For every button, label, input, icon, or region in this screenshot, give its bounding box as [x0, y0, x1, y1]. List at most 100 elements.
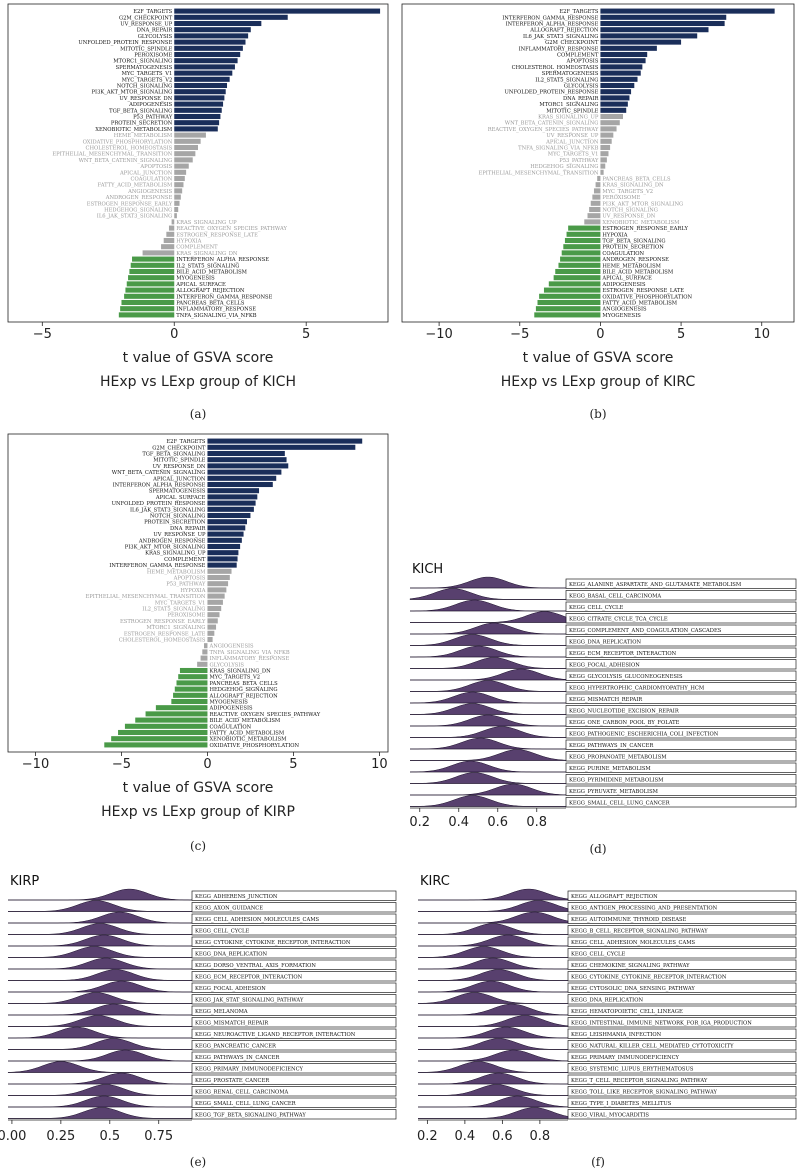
ridge-label-box: [191, 1017, 397, 1028]
bar-label: OXIDATIVE_PHOSPHORYLATION: [602, 294, 692, 300]
ridge-label: KEGG_PANCREATIC_CANCER: [195, 1043, 277, 1049]
ridge-label: KEGG_MELANOMA: [195, 1009, 248, 1015]
ridge-label: KEGG_PROPANOATE_METABOLISM: [569, 754, 667, 760]
bar: [597, 175, 601, 182]
bar-label: MYOGENESIS: [176, 276, 215, 282]
ridge-label: KEGG_CITRATE_CYCLE_TCA_CYCLE: [569, 616, 668, 622]
plot-frame: [7, 3, 389, 323]
bar-label: MYC_TARGETS_V2: [122, 77, 173, 83]
ridge-label: KEGG_PRIMARY_IMMUNODEFICIENCY: [195, 1066, 304, 1072]
bar: [111, 736, 208, 742]
bar-label: COAGULATION: [131, 177, 173, 183]
bar-label: INTERFERON_ALPHA_RESPONSE: [113, 483, 206, 489]
bar-label: INTERFERON_ALPHA_RESPONSE: [176, 257, 269, 263]
bar-label: MYC_TARGETS_V1: [548, 152, 599, 158]
bar-label: BILE_ACID_METABOLISM: [209, 718, 280, 724]
ridge-density: [418, 934, 569, 947]
bar-label: FATTY_ACID_METABOLISM: [602, 301, 677, 307]
ridge-density: [417, 992, 568, 1004]
bar: [171, 698, 208, 705]
bar: [128, 275, 175, 281]
bar: [200, 655, 208, 661]
bar: [178, 674, 208, 680]
bar: [535, 306, 601, 312]
panel-label: (f): [591, 1155, 605, 1169]
bar-label: EPITHELIAL_MESENCHYMAL_TRANSITION: [86, 594, 206, 600]
panel-label: (e): [190, 1155, 206, 1169]
bar: [174, 213, 177, 219]
bar: [600, 126, 617, 132]
bar-label: ADIPOGENESIS: [601, 282, 646, 288]
bar-label: ESTROGEN_RESPONSE_EARLY: [87, 201, 173, 207]
bar-label: KRAS_SIGNALING_UP: [176, 220, 237, 226]
bar-label: ANDROGEN_RESPONSE: [601, 257, 669, 263]
ridge-density: [410, 645, 566, 658]
bar: [163, 237, 175, 244]
bar-label: PEROXISOME: [167, 613, 205, 619]
bar-label: INFLAMMATORY_RESPONSE: [209, 656, 289, 662]
bar: [174, 169, 187, 175]
bar: [202, 649, 208, 655]
bar-label: COMPLEMENT: [164, 557, 206, 563]
bar: [174, 200, 180, 206]
ridge-label: KEGG_CYTOKINE_CYTOKINE_RECEPTOR_INTERACT…: [571, 974, 727, 980]
bar: [207, 593, 225, 599]
ridge-label: KEGG_GLYCOLYSIS_GLUCONEOGENESIS: [569, 674, 683, 680]
panel-b: E2F_TARGETSINTERFERON_GAMMA_RESPONSEINTE…: [401, 3, 795, 421]
bar-label: HEME_METABOLISM: [114, 133, 173, 139]
bar-label: HEME_METABOLISM: [147, 569, 206, 575]
bar-label: APICAL_JUNCTION: [545, 139, 599, 145]
panel-c: E2F_TARGETSG2M_CHECKPOINTTGF_BETA_SIGNAL…: [7, 433, 389, 853]
bar-label: COAGULATION: [209, 724, 251, 730]
ridge-density: [8, 900, 192, 912]
ridge-label-box: [565, 659, 797, 670]
bar-label: ESTROGEN_RESPONSE_EARLY: [120, 619, 206, 625]
ridge-label: KEGG_DNA_REPLICATION: [569, 639, 641, 645]
bar-label: APOPTOSIS: [566, 59, 599, 65]
bar: [600, 169, 604, 175]
bar: [207, 587, 227, 593]
bar-label: PEROXISOME: [602, 195, 640, 201]
ridge-label-box: [191, 1051, 397, 1062]
ridge-density: [8, 888, 192, 901]
bar: [104, 742, 208, 748]
bar: [174, 120, 220, 126]
bar: [600, 20, 725, 27]
ridge-density: [418, 1003, 569, 1016]
bar-label: MITOTIC_SPINDLE: [546, 108, 598, 114]
ridge-density: [8, 1049, 192, 1062]
x-tick-label: 0: [170, 327, 178, 342]
bar-label: SPERMATOGENESIS: [542, 71, 599, 77]
bar-label: PANCREAS_BETA_CELLS: [209, 681, 278, 687]
ridge-label: KEGG_NUCLEOTIDE_EXCISION_REPAIR: [569, 708, 680, 714]
ridge-label: KEGG_DNA_REPLICATION: [571, 997, 643, 1003]
bar: [166, 231, 175, 237]
bar: [563, 244, 601, 250]
ridge-label-box: [565, 647, 797, 658]
bar-label: INTERFERON_GAMMA_RESPONSE: [176, 294, 272, 300]
ridge-label: KEGG_PYRUVATE_METABOLISM: [569, 789, 659, 795]
bar: [595, 182, 601, 188]
panel-subtitle: HExp vs LExp group of KIRC: [501, 374, 696, 390]
x-tick-label: 10: [371, 757, 388, 772]
bar: [600, 51, 648, 58]
bar-label: HEME_METABOLISM: [602, 263, 661, 269]
bar: [207, 550, 239, 556]
ridge-label-box: [567, 1063, 797, 1074]
bar: [600, 8, 775, 14]
ridge-label: KEGG_PRIMARY_IMMUNODEFICIENCY: [571, 1055, 680, 1061]
bar-label: GLYCOLYSIS: [209, 662, 244, 668]
ridge-label: KEGG_ALLOGRAFT_REJECTION: [571, 894, 658, 900]
ridge-label-box: [191, 890, 397, 901]
bar-label: PROTEIN_SECRETION: [144, 520, 206, 526]
ridge-label-box: [191, 1063, 397, 1074]
ridge-label-box: [567, 1109, 797, 1120]
bar-label: HEDGEHOG_SIGNALING: [209, 687, 277, 693]
bar: [207, 450, 285, 457]
bar-label: INFLAMMATORY_RESPONSE: [176, 307, 256, 313]
ridge-label-box: [565, 578, 797, 589]
bar: [600, 151, 609, 157]
ridge-density: [8, 1107, 192, 1119]
bar: [600, 45, 657, 51]
ridge-label-box: [565, 601, 797, 612]
